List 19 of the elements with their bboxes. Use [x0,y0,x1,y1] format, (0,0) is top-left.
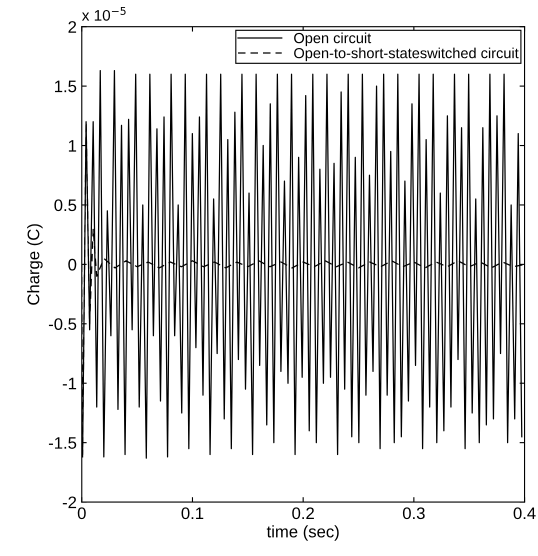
text: x 10$^{−5}$ [82,6,126,21]
x-tick-label: 0.3 [402,507,425,520]
y-tick-label: 0.5 [54,199,76,212]
y-tick-label: -0.5 [48,318,76,330]
y-tick-label: -1.5 [48,437,76,449]
y-tick-label: 1.5 [55,80,76,92]
x-tick-label: 0 [78,507,86,520]
y-tick-label: -2 [62,496,76,508]
y-axis-title: Charge (C) [27,224,43,305]
y-tick-label: 1 [68,140,76,152]
x-tick-label: 0.4 [514,507,536,520]
y-tick-label: 2 [68,21,76,33]
x-axis-title: time (sec) [266,525,339,541]
x-tick-label: 0.2 [292,507,314,520]
y-tick-label: -1 [62,378,76,390]
legend-label: Open-to-short-stateswitched circuit [294,48,519,62]
y-tick-label: 0 [68,258,76,271]
legend-label: Open circuit [294,32,372,46]
x-tick-label: 0.1 [182,507,204,520]
